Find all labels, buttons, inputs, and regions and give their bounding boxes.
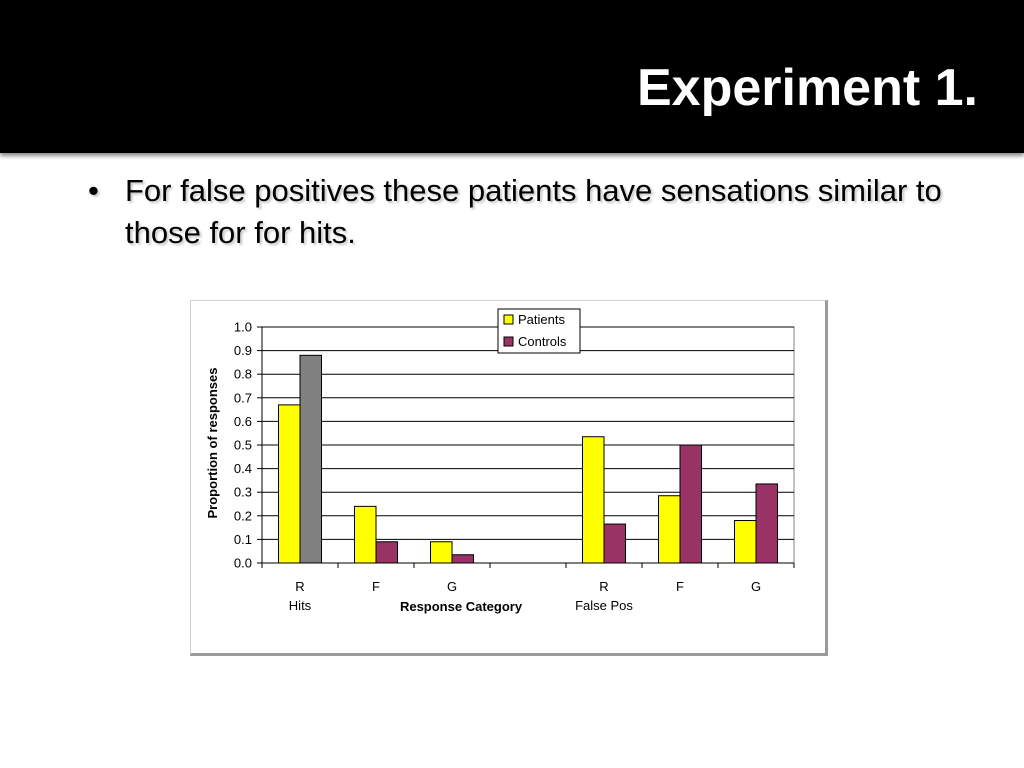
y-tick-label: 0.2 [234, 508, 252, 523]
bar [451, 554, 474, 564]
y-tick-label: 1.0 [234, 320, 252, 335]
bar [734, 520, 757, 564]
x-tick-label: G [447, 579, 457, 594]
x-tick-label: R [295, 579, 304, 594]
legend-swatch [503, 336, 514, 347]
legend-label: Patients [518, 312, 565, 327]
y-tick-label: 0.4 [234, 461, 252, 476]
bar [755, 483, 778, 564]
bars [278, 354, 778, 564]
x-tick-label: F [372, 579, 380, 594]
title-bar: Experiment 1. [0, 0, 1024, 153]
x-tick-label: R [599, 579, 608, 594]
legend-label: Controls [518, 334, 567, 349]
bar [658, 495, 681, 564]
bullet-text: For false positives these patients have … [125, 173, 942, 250]
axes [257, 326, 795, 568]
x-tick-label: F [676, 579, 684, 594]
y-tick-label: 0.5 [234, 438, 252, 453]
axis-labels: 0.0 0.1 0.2 0.3 0.4 0.5 0.6 0.7 0.8 0.9 1.0 R F G R F G H… [205, 320, 761, 615]
y-tick-label: 0.3 [234, 485, 252, 500]
bullet-dot-icon: • [88, 173, 99, 208]
bullet-item: • For false positives these patients hav… [88, 170, 968, 254]
y-tick-label: 0.7 [234, 390, 252, 405]
bar [375, 541, 398, 564]
y-tick-label: 0.9 [234, 343, 252, 358]
bar [430, 541, 453, 564]
x-group-label: False Pos [575, 598, 633, 613]
x-axis-title: Response Category [400, 599, 523, 614]
slide-title: Experiment 1. [636, 59, 978, 117]
y-tick-label: 0.6 [234, 414, 252, 429]
legend: Patients Controls [497, 308, 581, 354]
bar [679, 444, 702, 564]
bar [582, 436, 605, 564]
y-tick-label: 0.1 [234, 532, 252, 547]
y-tick-label: 0.0 [234, 556, 252, 571]
bar [354, 505, 377, 564]
legend-swatch [503, 314, 514, 325]
bar [603, 523, 626, 564]
bar [278, 404, 301, 564]
y-tick-label: 0.8 [234, 367, 252, 382]
x-tick-label: G [751, 579, 761, 594]
bullet-list: • For false positives these patients hav… [88, 170, 968, 254]
x-group-label: Hits [289, 598, 312, 613]
bar [299, 354, 322, 564]
y-axis-title: Proportion of responses [205, 368, 220, 519]
gridlines [261, 326, 795, 564]
